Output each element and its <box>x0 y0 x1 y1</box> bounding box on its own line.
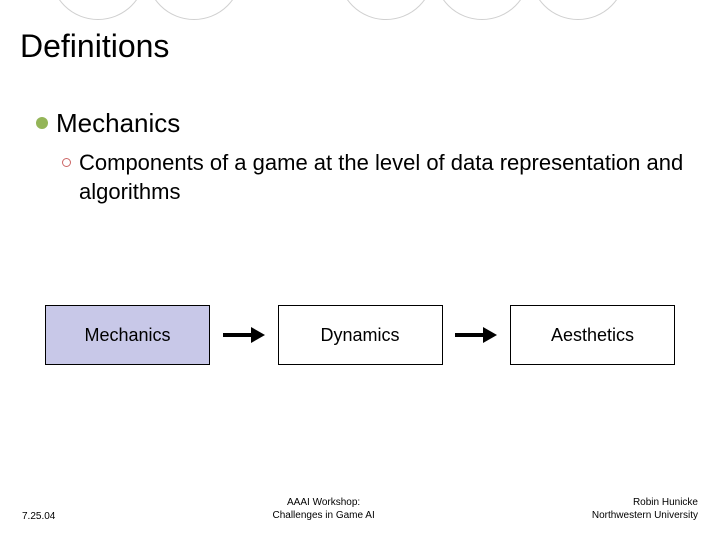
footer-right: Robin Hunicke Northwestern University <box>592 497 698 522</box>
footer-center-line1: AAAI Workshop: <box>272 497 374 510</box>
flow-diagram: Mechanics Dynamics Aesthetics <box>45 305 675 365</box>
bullet-level-1: Mechanics <box>36 108 690 139</box>
bullet-l1-text: Mechanics <box>56 108 180 139</box>
content-area: Mechanics Components of a game at the le… <box>36 108 690 206</box>
arrow-icon <box>223 327 265 343</box>
decorative-circle <box>146 0 242 20</box>
footer-center-line2: Challenges in Game AI <box>272 510 374 523</box>
flow-box: Aesthetics <box>510 305 675 365</box>
bullet-level-2: Components of a game at the level of dat… <box>62 149 690 206</box>
decorative-circle <box>530 0 626 20</box>
decorative-circle <box>50 0 146 20</box>
footer-center: AAAI Workshop: Challenges in Game AI <box>272 497 374 522</box>
footer: 7.25.04 AAAI Workshop: Challenges in Gam… <box>0 497 720 522</box>
footer-date: 7.25.04 <box>22 511 55 522</box>
footer-right-line1: Robin Hunicke <box>592 497 698 510</box>
bullet-l1-icon <box>36 117 48 129</box>
decorative-circle <box>434 0 530 20</box>
footer-right-line2: Northwestern University <box>592 510 698 523</box>
flow-box: Mechanics <box>45 305 210 365</box>
flow-box: Dynamics <box>278 305 443 365</box>
arrow-icon <box>455 327 497 343</box>
decorative-circle <box>338 0 434 20</box>
slide-title: Definitions <box>20 28 169 65</box>
bullet-l2-icon <box>62 158 71 167</box>
bullet-l2-text: Components of a game at the level of dat… <box>79 149 690 206</box>
